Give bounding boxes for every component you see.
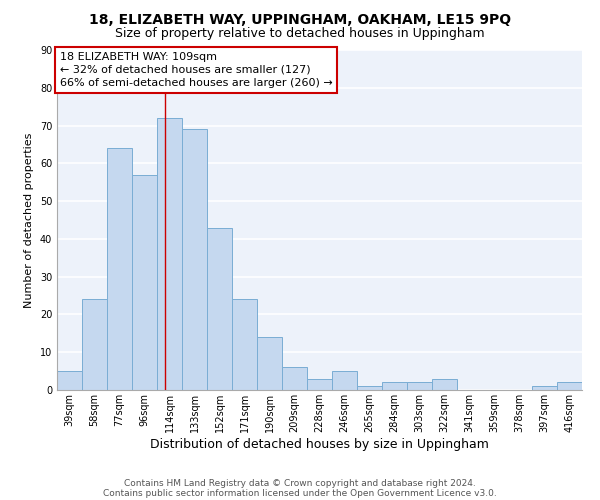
Y-axis label: Number of detached properties: Number of detached properties bbox=[24, 132, 34, 308]
Bar bbox=[232, 300, 257, 390]
Bar bbox=[357, 386, 382, 390]
Bar bbox=[407, 382, 432, 390]
Bar bbox=[182, 130, 207, 390]
Bar bbox=[382, 382, 407, 390]
Bar bbox=[207, 228, 232, 390]
X-axis label: Distribution of detached houses by size in Uppingham: Distribution of detached houses by size … bbox=[150, 438, 489, 450]
Bar bbox=[107, 148, 132, 390]
Bar bbox=[432, 378, 457, 390]
Bar bbox=[157, 118, 182, 390]
Text: Size of property relative to detached houses in Uppingham: Size of property relative to detached ho… bbox=[115, 28, 485, 40]
Bar bbox=[57, 371, 82, 390]
Bar bbox=[257, 337, 282, 390]
Text: Contains HM Land Registry data © Crown copyright and database right 2024.: Contains HM Land Registry data © Crown c… bbox=[124, 478, 476, 488]
Bar bbox=[282, 368, 307, 390]
Bar bbox=[82, 300, 107, 390]
Text: 18, ELIZABETH WAY, UPPINGHAM, OAKHAM, LE15 9PQ: 18, ELIZABETH WAY, UPPINGHAM, OAKHAM, LE… bbox=[89, 12, 511, 26]
Bar bbox=[132, 174, 157, 390]
Text: Contains public sector information licensed under the Open Government Licence v3: Contains public sector information licen… bbox=[103, 488, 497, 498]
Text: 18 ELIZABETH WAY: 109sqm
← 32% of detached houses are smaller (127)
66% of semi-: 18 ELIZABETH WAY: 109sqm ← 32% of detach… bbox=[59, 52, 332, 88]
Bar bbox=[307, 378, 332, 390]
Bar bbox=[532, 386, 557, 390]
Bar bbox=[557, 382, 582, 390]
Bar bbox=[332, 371, 357, 390]
